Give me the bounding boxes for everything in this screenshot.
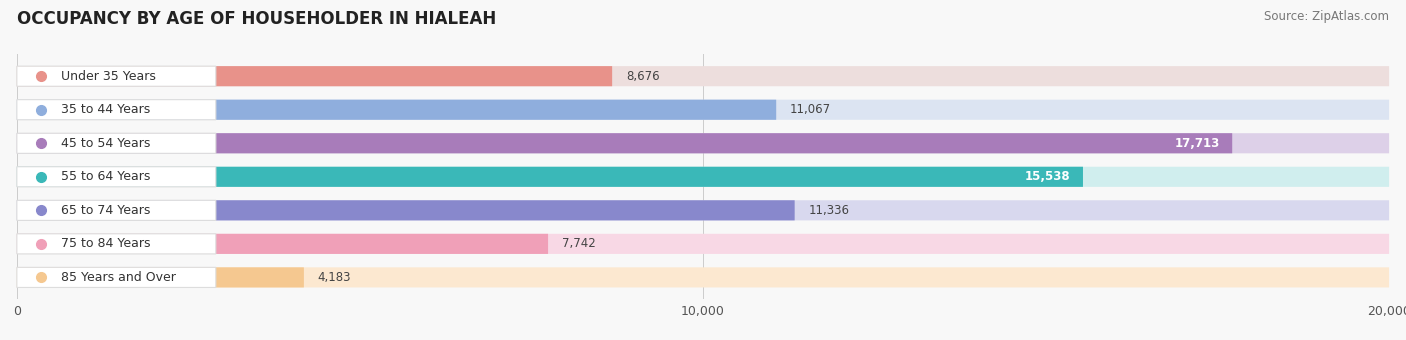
Text: 65 to 74 Years: 65 to 74 Years bbox=[60, 204, 150, 217]
Text: Source: ZipAtlas.com: Source: ZipAtlas.com bbox=[1264, 10, 1389, 23]
FancyBboxPatch shape bbox=[17, 133, 1232, 153]
Text: 8,676: 8,676 bbox=[626, 70, 659, 83]
Text: 11,336: 11,336 bbox=[808, 204, 849, 217]
FancyBboxPatch shape bbox=[17, 66, 1389, 86]
Text: 11,067: 11,067 bbox=[790, 103, 831, 116]
FancyBboxPatch shape bbox=[17, 167, 1083, 187]
Text: 85 Years and Over: 85 Years and Over bbox=[60, 271, 176, 284]
FancyBboxPatch shape bbox=[17, 234, 548, 254]
FancyBboxPatch shape bbox=[17, 133, 217, 153]
FancyBboxPatch shape bbox=[17, 200, 217, 220]
Text: Under 35 Years: Under 35 Years bbox=[60, 70, 156, 83]
FancyBboxPatch shape bbox=[17, 267, 1389, 287]
FancyBboxPatch shape bbox=[17, 267, 217, 287]
FancyBboxPatch shape bbox=[17, 234, 1389, 254]
FancyBboxPatch shape bbox=[17, 66, 612, 86]
FancyBboxPatch shape bbox=[17, 100, 776, 120]
Text: 45 to 54 Years: 45 to 54 Years bbox=[60, 137, 150, 150]
FancyBboxPatch shape bbox=[17, 200, 1389, 220]
Text: 75 to 84 Years: 75 to 84 Years bbox=[60, 237, 150, 250]
FancyBboxPatch shape bbox=[17, 66, 217, 86]
FancyBboxPatch shape bbox=[17, 267, 304, 287]
FancyBboxPatch shape bbox=[17, 167, 1389, 187]
FancyBboxPatch shape bbox=[17, 234, 217, 254]
Text: 4,183: 4,183 bbox=[318, 271, 352, 284]
Text: 35 to 44 Years: 35 to 44 Years bbox=[60, 103, 150, 116]
Text: 7,742: 7,742 bbox=[562, 237, 596, 250]
Text: 55 to 64 Years: 55 to 64 Years bbox=[60, 170, 150, 183]
FancyBboxPatch shape bbox=[17, 167, 217, 187]
FancyBboxPatch shape bbox=[17, 100, 217, 120]
FancyBboxPatch shape bbox=[17, 133, 1389, 153]
FancyBboxPatch shape bbox=[17, 100, 1389, 120]
Text: 17,713: 17,713 bbox=[1174, 137, 1220, 150]
Text: OCCUPANCY BY AGE OF HOUSEHOLDER IN HIALEAH: OCCUPANCY BY AGE OF HOUSEHOLDER IN HIALE… bbox=[17, 10, 496, 28]
Text: 15,538: 15,538 bbox=[1025, 170, 1070, 183]
FancyBboxPatch shape bbox=[17, 200, 794, 220]
